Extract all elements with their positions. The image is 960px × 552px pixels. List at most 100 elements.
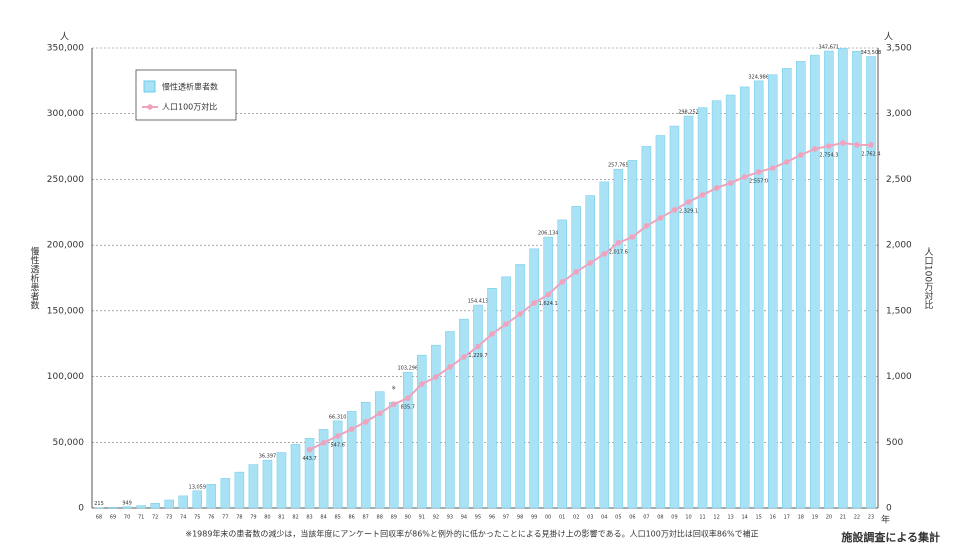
legend-swatch [147,104,153,110]
bar [220,478,231,509]
bar-label: 13,059 [189,484,207,490]
y2-unit: 人 [884,32,893,43]
bar [543,236,553,509]
bar [725,94,736,509]
bar [178,495,188,509]
x-tick-label: 91 [419,515,425,521]
line-point [629,234,636,240]
bar [318,429,329,509]
line-point [475,343,481,350]
legend-label: 慢性透析患者数 [162,82,218,92]
line-point [854,142,860,148]
line-point [601,251,608,257]
bar [346,411,357,509]
x-tick-label: 10 [685,515,691,521]
x-tick-label: 11 [699,515,705,521]
bar [431,344,441,509]
line-point [783,159,790,165]
x-tick-label: 70 [124,515,130,521]
y-tick-label: 300,000 [47,109,84,119]
line-point [461,354,467,360]
y-tick-label: 0 [78,504,84,514]
line-point [447,364,453,370]
bar [627,160,638,509]
line-label: 2,017.6 [609,249,628,255]
x-tick-label: 03 [587,515,593,521]
x-tick-label: 09 [671,515,677,521]
y2-tick-label: 2,000 [886,241,912,251]
x-tick-label: 01 [559,515,565,521]
bar [557,219,567,509]
x-tick-label: 80 [264,515,270,521]
line-point [741,174,748,180]
line-point [433,374,439,380]
bar-label: 36,397 [259,454,277,460]
line-point [348,426,355,432]
bar-label: 66,310 [329,414,347,420]
y-unit: 人 [60,32,69,43]
bar [136,505,146,509]
bar [360,401,371,509]
bar [417,354,427,509]
x-tick-label: 08 [657,515,663,521]
x-tick-label: 18 [798,515,804,521]
bar [501,276,511,509]
line-label: 2,762.4 [861,151,880,157]
bar [374,391,385,509]
bar [838,48,848,509]
x-tick-label: 05 [615,515,621,521]
bar [304,438,315,509]
bar-label: 324,986 [748,74,769,80]
bar [613,168,624,509]
x-tick-label: 17 [784,515,790,521]
bar [276,452,287,509]
bar [290,444,301,509]
bar [108,507,118,509]
x-tick-label: 07 [643,515,649,521]
x-tick-label: 88 [377,515,383,521]
x-tick-label: 90 [405,515,411,521]
y-tick-label: 350,000 [47,44,84,54]
x-tick-label: 77 [222,515,228,521]
line-point [559,279,565,285]
x-tick-label: 93 [447,515,453,521]
x-tick-label: 06 [629,515,635,521]
line-point [334,433,341,439]
y2-label: 人口100万対比 [923,247,934,309]
x-tick-label: 20 [826,515,832,521]
bar-label: 154,413 [468,299,489,305]
bar [332,420,343,509]
legend-swatch [143,80,156,93]
line-point [812,146,818,152]
y-tick-label: 150,000 [47,306,84,316]
line-point [376,410,383,417]
bar [683,115,694,509]
bar [122,506,132,509]
bar [697,107,708,509]
x-tick-label: 86 [348,515,354,521]
x-tick-label: 87 [363,515,369,521]
bar [655,135,666,509]
y2-tick-label: 3,000 [886,109,912,119]
bar [641,146,652,509]
x-tick-label: 75 [194,515,200,521]
bar [739,86,750,509]
bar [234,471,245,509]
line-label: 835.7 [401,405,415,411]
line-label: 2,754.3 [819,153,838,159]
x-tick-label: 23 [868,515,874,521]
line-point [868,142,874,148]
x-tick-label: 94 [461,515,467,521]
bar-label: 257,765 [608,163,629,169]
line-point [713,185,720,191]
bar [389,401,399,509]
y-tick-label: 100,000 [47,372,84,382]
x-tick-label: 79 [250,515,256,521]
bar [487,288,497,509]
y2-tick-label: 0 [886,504,892,514]
bar [711,100,722,509]
line-point [390,401,397,407]
bar [824,50,834,509]
bar [599,181,610,509]
x-tick-label: 82 [292,515,298,521]
